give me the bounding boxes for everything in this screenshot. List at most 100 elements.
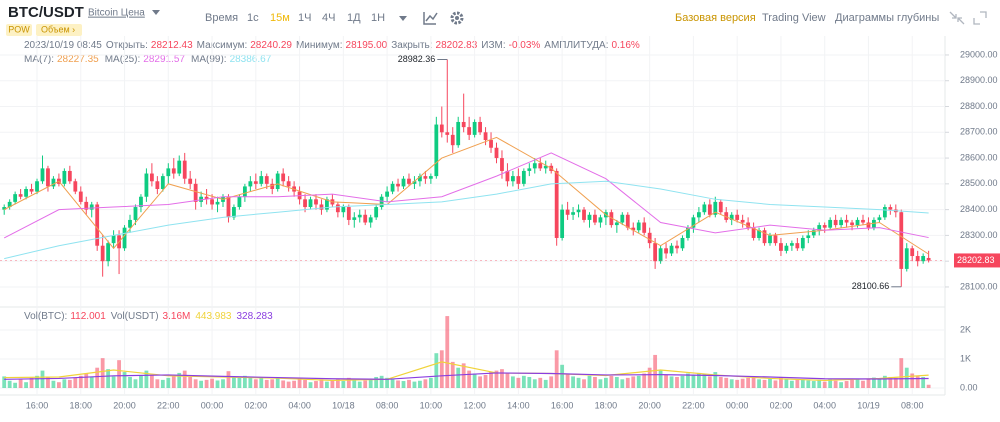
info-value: 28240.29 — [250, 40, 292, 51]
x-tick-label: 18:00 — [70, 400, 93, 410]
volume-bar — [428, 377, 433, 388]
candle-body — [806, 235, 811, 238]
symbol[interactable]: BTC/USDT — [8, 4, 84, 21]
volume-bar — [636, 375, 641, 388]
interval-tab[interactable]: 15м — [270, 12, 290, 24]
candle-body — [844, 219, 849, 223]
volume-bar — [828, 379, 833, 388]
candle-body — [527, 168, 532, 171]
interval-tab[interactable]: 1Д — [347, 12, 361, 24]
candle-body — [560, 209, 565, 238]
volume-bar — [95, 367, 100, 388]
volume-bar — [658, 370, 663, 388]
candle-body — [341, 207, 346, 213]
volume-button-bg[interactable] — [36, 24, 82, 36]
info-label: ИЗМ: — [481, 40, 505, 51]
volume-bar — [149, 374, 154, 388]
volume-bar — [341, 381, 346, 388]
settings-icon[interactable] — [450, 11, 464, 25]
candle-body — [811, 230, 816, 236]
volume-bar — [330, 380, 335, 388]
volume-bar — [483, 374, 488, 388]
volume-bar — [106, 369, 111, 388]
candle-body — [707, 204, 712, 215]
collapse-icon[interactable] — [949, 11, 965, 25]
view-tab[interactable]: Trading View — [762, 12, 826, 24]
volume-tick-label: 0.00 — [960, 382, 978, 392]
dropdown-caret[interactable] — [152, 10, 160, 15]
candle-body — [78, 191, 83, 202]
candle-body — [833, 219, 838, 226]
interval-tab[interactable]: 1Н — [371, 12, 385, 24]
volume-bar — [18, 379, 23, 388]
volume-bar — [768, 378, 772, 388]
volume-ma-value: 443.983 — [195, 311, 232, 322]
view-tab[interactable]: Базовая версия — [675, 12, 756, 24]
candle-body — [73, 181, 78, 192]
interval-tab[interactable]: Время — [205, 12, 238, 24]
interval-tab[interactable]: 4Ч — [322, 12, 335, 24]
candle-body — [543, 165, 548, 169]
volume-bar — [253, 379, 258, 388]
candle-body — [171, 168, 176, 174]
x-tick-label: 10/19 — [857, 400, 880, 410]
candle-body — [423, 176, 428, 179]
volume-button[interactable]: Объем › — [41, 24, 75, 34]
candle-body — [67, 170, 72, 182]
symbol-subtitle[interactable]: Bitcoin Цена — [88, 8, 145, 19]
volume-bar — [401, 381, 406, 388]
expand-icon[interactable] — [973, 11, 987, 25]
pow-tag-bg — [6, 24, 32, 36]
interval-tab[interactable]: 1с — [247, 12, 259, 24]
candle-body — [439, 124, 444, 133]
view-tab[interactable]: Диаграммы глубины — [835, 12, 939, 24]
candle-body — [926, 257, 931, 261]
volume-bar — [669, 376, 674, 388]
volume-bar — [910, 373, 915, 388]
candle-body — [188, 178, 193, 184]
low-label: 28100.66 — [852, 281, 890, 291]
candle-body — [888, 207, 893, 210]
volume-bar — [833, 380, 838, 388]
candle-body — [428, 176, 433, 179]
volume-bar — [789, 380, 794, 388]
candle-body — [226, 196, 231, 218]
candle-body — [308, 199, 313, 208]
candle-body — [461, 121, 466, 128]
indicator-icon[interactable] — [423, 12, 438, 25]
interval-caret[interactable] — [399, 16, 407, 21]
y-tick-label: 28800.00 — [960, 101, 998, 111]
candle-body — [133, 207, 138, 220]
volume-bar — [543, 379, 548, 388]
candle-body — [325, 199, 329, 210]
candle-body — [456, 121, 461, 146]
volume-bar — [822, 381, 827, 388]
info-value: 28195.00 — [346, 40, 388, 51]
candle-body — [106, 243, 111, 262]
x-tick-label: 14:00 — [507, 400, 530, 410]
volume-usdt-label: Vol(USDT) — [111, 311, 159, 322]
volume-bar — [117, 360, 121, 388]
x-tick-label: 10/18 — [332, 400, 355, 410]
volume-bar — [155, 379, 160, 388]
volume-bar — [614, 376, 619, 388]
candle-body — [396, 183, 400, 187]
candle-body — [13, 194, 18, 202]
candle-body — [735, 214, 740, 220]
interval-tab[interactable]: 1Ч — [298, 12, 311, 24]
candle-body — [915, 256, 920, 262]
volume-tick-label: 2K — [960, 324, 971, 334]
volume-bar — [877, 379, 882, 388]
ma-line — [4, 180, 929, 260]
x-tick-label: 02:00 — [770, 400, 793, 410]
volume-bar — [839, 382, 844, 388]
candle-body — [363, 214, 368, 223]
volume-bar — [587, 375, 592, 388]
pow-tag: POW — [8, 24, 30, 34]
candle-body — [95, 204, 100, 246]
candle-body — [899, 212, 904, 269]
candle-body — [593, 214, 597, 223]
candle-body — [882, 207, 887, 218]
volume-bar — [24, 382, 28, 388]
